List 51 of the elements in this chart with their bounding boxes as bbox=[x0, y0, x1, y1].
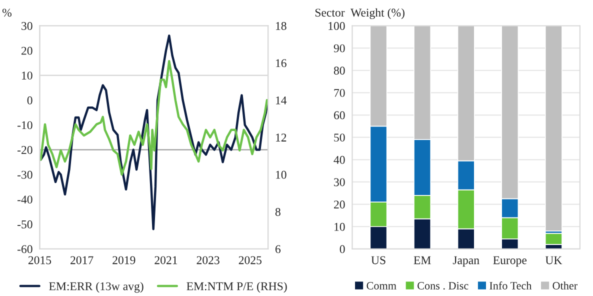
y-tick-label: 90 bbox=[334, 44, 345, 52]
x-tick-label: UK bbox=[545, 256, 562, 264]
x-tick-label: 2021 bbox=[154, 256, 178, 264]
y-tick-label: 20 bbox=[22, 46, 32, 55]
y-tick-label: 10 bbox=[22, 72, 32, 80]
y-axis-title: Sector Weight (%) bbox=[315, 8, 404, 20]
legend-label: Cons . Disc bbox=[418, 282, 468, 290]
x-tick-label: 2025 bbox=[238, 256, 262, 264]
y-tick-label: -10 bbox=[17, 121, 32, 130]
legend-label: Comm bbox=[366, 282, 396, 290]
y-tick-label: 50 bbox=[334, 134, 345, 142]
y2-tick-label: 18 bbox=[276, 22, 286, 30]
y2-tick-label: 8 bbox=[275, 208, 280, 216]
legend-label: Other bbox=[552, 282, 578, 290]
y2-tick-label: 14 bbox=[276, 96, 287, 104]
x-tick-label: 2023 bbox=[196, 256, 220, 264]
y-axis-title: % bbox=[2, 8, 12, 17]
y-tick-label: 30 bbox=[22, 22, 32, 30]
x-tick-label: 2015 bbox=[28, 256, 52, 264]
y-tick-label: 100 bbox=[328, 22, 345, 30]
y-tick-label: 0 bbox=[27, 96, 32, 104]
y-tick-label: 20 bbox=[334, 200, 345, 209]
y-tick-label: -60 bbox=[17, 245, 32, 254]
y-tick-label: 10 bbox=[334, 222, 345, 231]
legend-label: Info Tech bbox=[490, 282, 532, 290]
legend-label: EM:ERR (13w avg) bbox=[49, 282, 144, 293]
y2-tick-label: 12 bbox=[276, 134, 286, 142]
x-tick-label: Japan bbox=[452, 256, 480, 267]
line-series bbox=[40, 60, 268, 176]
legend-label: EM:NTM P/E (RHS) bbox=[186, 282, 287, 293]
y-tick-label: 60 bbox=[334, 111, 345, 120]
bar bbox=[544, 232, 562, 245]
x-tick-label: EM bbox=[414, 256, 431, 264]
x-tick-label: 2019 bbox=[112, 256, 136, 264]
x-tick-label: US bbox=[371, 256, 386, 264]
y2-tick-label: 6 bbox=[275, 245, 281, 254]
y-tick-label: 30 bbox=[334, 178, 345, 186]
y-tick-label: -20 bbox=[17, 146, 32, 154]
y2-tick-label: 16 bbox=[276, 59, 286, 68]
y-tick-label: 70 bbox=[334, 88, 345, 97]
y-tick-label: -40 bbox=[17, 196, 32, 204]
y-tick-label: -50 bbox=[17, 220, 32, 228]
y-tick-label: -30 bbox=[17, 170, 32, 179]
x-tick-label: Europe bbox=[493, 256, 527, 267]
y-tick-label: 0 bbox=[340, 245, 345, 254]
y-tick-label: 80 bbox=[334, 66, 345, 75]
y-tick-label: 40 bbox=[334, 156, 345, 164]
bar bbox=[544, 26, 562, 232]
x-tick-label: 2017 bbox=[70, 256, 94, 264]
line-series bbox=[40, 34, 268, 230]
y2-tick-label: 10 bbox=[276, 170, 286, 179]
